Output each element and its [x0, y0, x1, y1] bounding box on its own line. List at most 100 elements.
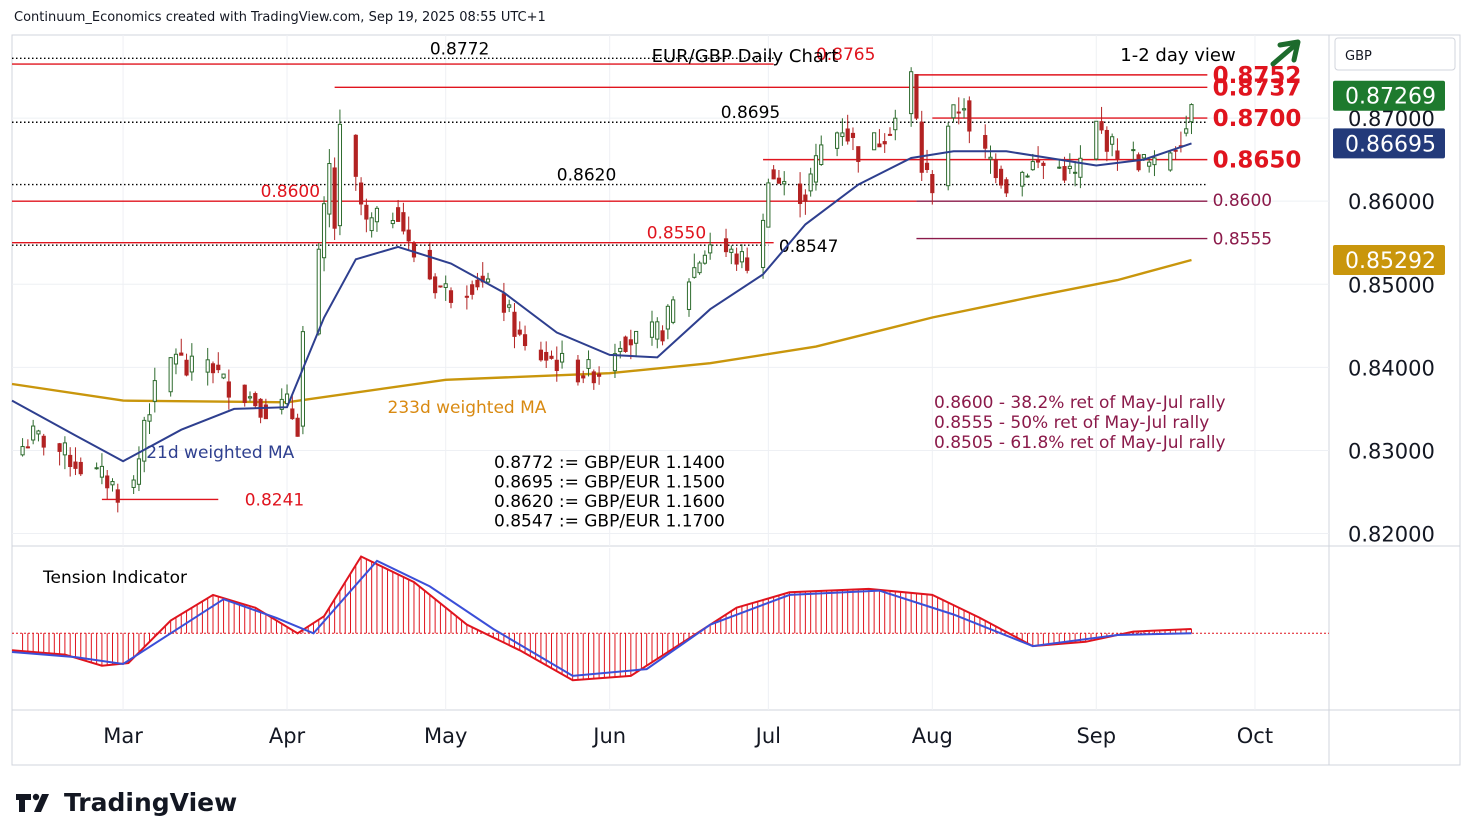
candle: [581, 370, 586, 384]
candle: [739, 244, 744, 269]
candle-body: [998, 168, 1004, 186]
candle-body: [62, 442, 67, 456]
candle: [94, 462, 99, 470]
candle: [184, 353, 189, 377]
candle-body: [1030, 161, 1035, 171]
candle-body: [538, 349, 544, 361]
candle: [554, 346, 559, 382]
candle: [803, 189, 808, 215]
candle-body: [872, 132, 877, 151]
candle: [708, 232, 713, 260]
price-badge: [1333, 128, 1445, 159]
candle-body: [406, 229, 411, 242]
candle: [930, 170, 935, 205]
candle-body: [856, 146, 861, 162]
candle-body: [930, 174, 935, 194]
candle-body: [909, 71, 914, 115]
candle-body: [919, 121, 924, 173]
candle: [1057, 159, 1062, 169]
candle: [427, 241, 432, 281]
candle: [998, 165, 1004, 189]
candle: [946, 122, 951, 191]
candle: [597, 366, 602, 385]
candle-body: [321, 203, 327, 259]
candle-body: [840, 132, 845, 138]
candle: [983, 124, 988, 159]
candle: [512, 303, 517, 349]
candle: [332, 157, 337, 240]
candle: [692, 253, 697, 279]
candle-body: [475, 279, 480, 288]
candle: [173, 348, 179, 375]
candle: [1131, 141, 1136, 161]
tradingview-logo[interactable]: TradingView: [16, 788, 237, 817]
candle: [152, 367, 157, 413]
level-label: 0.8650: [1213, 148, 1302, 174]
candle: [771, 165, 776, 180]
candle: [538, 341, 544, 362]
ma21-line: [11, 142, 1192, 463]
fib-note: 0.8505 - 61.8% ret of May-Jul rally: [934, 433, 1226, 453]
candle: [57, 442, 62, 466]
candle: [850, 127, 856, 151]
candle-body: [1104, 129, 1109, 152]
candle: [628, 329, 633, 360]
candle: [1073, 161, 1078, 187]
candle-body: [1025, 175, 1030, 178]
candle: [734, 247, 739, 271]
chart-credit: Continuum_Economics created with Trading…: [14, 10, 546, 25]
candle-body: [390, 220, 395, 225]
candle: [189, 343, 194, 381]
candle-body: [924, 162, 930, 170]
candle-body: [470, 284, 475, 295]
candle: [1136, 152, 1141, 172]
candle: [216, 352, 221, 374]
candle: [78, 457, 83, 477]
candle: [586, 350, 591, 377]
up-arrow-shaft: [1270, 43, 1297, 67]
candle-body: [1131, 149, 1136, 152]
candle: [856, 146, 861, 173]
candle: [406, 216, 411, 250]
level-label: 0.8547: [779, 237, 838, 257]
candle-body: [808, 173, 813, 192]
candle-body: [628, 339, 633, 346]
candle-body: [115, 489, 120, 503]
candle: [745, 247, 750, 274]
candle-body: [332, 167, 337, 229]
candle: [776, 169, 782, 184]
candle: [226, 369, 231, 410]
candle: [1004, 177, 1009, 198]
candle: [760, 213, 766, 279]
candle-body: [586, 359, 591, 369]
candle-body: [623, 336, 628, 352]
fib-note: 0.8555 - 50% ret of May-Jul rally: [934, 413, 1209, 433]
level-label: 0.8241: [245, 490, 304, 510]
candle-body: [401, 212, 406, 232]
level-label: 0.8600: [261, 182, 320, 202]
candle-body: [967, 100, 972, 132]
candle: [909, 67, 914, 127]
level-label: 0.8700: [1213, 106, 1302, 132]
candle: [924, 149, 930, 173]
candle: [575, 355, 581, 386]
candle: [882, 133, 887, 153]
candle: [438, 285, 443, 288]
candle-body: [68, 454, 73, 468]
candle-body: [946, 125, 951, 187]
candle: [62, 436, 67, 470]
candle: [221, 373, 226, 380]
candle: [1147, 157, 1152, 173]
candle-body: [993, 159, 998, 179]
candle: [147, 403, 152, 435]
candle-body: [1036, 159, 1041, 163]
candle-body: [1067, 165, 1072, 170]
candle: [279, 388, 284, 415]
candle-body: [559, 352, 565, 363]
candle-body: [893, 117, 898, 131]
candle-body: [988, 156, 993, 160]
candle: [242, 384, 247, 407]
candle: [374, 206, 380, 232]
level-label: 0.8555: [1213, 230, 1272, 250]
candle-body: [671, 299, 676, 323]
